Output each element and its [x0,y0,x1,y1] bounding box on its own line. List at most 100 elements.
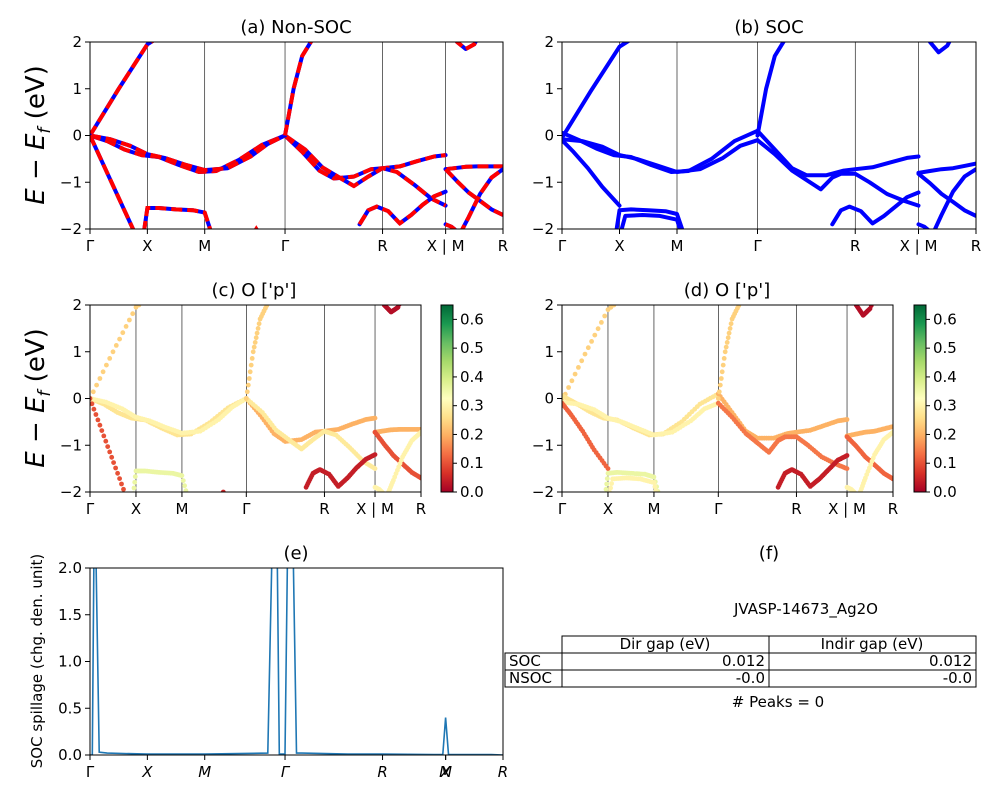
band-point [131,485,137,491]
band-point [655,277,660,282]
band-point [717,382,723,388]
y-tick-label: 1 [72,80,82,98]
band-point [874,290,879,295]
y-tick-label: −1 [532,173,554,191]
band-point [220,489,226,492]
band-point [372,415,378,421]
band-point [182,483,188,489]
band-point [90,401,95,407]
band-point [251,344,257,350]
band-point [844,453,850,458]
band-point [663,275,668,280]
band-point [178,279,183,284]
band-point [382,492,387,497]
panel-e: (e) SOC spillage (chg. den. unit) 2.0 1.5… [28,543,508,781]
band-point [145,296,150,301]
band-point [605,466,611,471]
plot-area [90,42,503,229]
x-tick-label: R [377,237,387,255]
band-point [398,299,403,304]
band-point [185,493,190,498]
band-point [718,376,724,381]
band-point [224,495,229,500]
band-point [661,508,666,513]
x-tick-label: Γ [86,763,95,781]
y-tick-label: −2 [532,220,554,238]
ylabel-sub: f [35,388,55,397]
table-cell-value: 0.012 [722,652,765,670]
band-point [120,330,126,336]
band-point [100,369,106,375]
colorbar-tick-label: 0.0 [933,483,957,501]
x-tick-label: Γ [558,237,567,255]
y-tick-label: 2 [544,296,554,314]
band-point [180,478,186,483]
band-line-dashed [90,134,136,229]
band-point [876,287,881,292]
x-tick-label: Γ [86,237,95,255]
svg-text:E − Ef (eV): E − Ef (eV) [21,328,55,468]
peaks-count: # Peaks = 0 [732,693,824,711]
y-tick-label: 1 [544,343,554,361]
ylabel-unit: (eV) [21,65,51,127]
band-line-dashed [283,134,446,181]
x-tick-label: X [141,763,153,781]
band-point [623,293,628,298]
band-point [626,291,631,296]
band-point [569,378,575,384]
x-tick-label: X | M [900,237,938,255]
panel-a-title: (a) Non-SOC [240,17,351,38]
band-point [566,385,571,390]
band-point [579,358,585,364]
band-line-dashed [444,167,503,217]
table-header-indir: Indir gap (eV) [821,635,924,653]
band-line-dashed [142,206,213,229]
band-line [614,207,685,229]
band-point [617,298,622,303]
y-tick-label: 2 [72,296,82,314]
band-point [183,277,188,282]
band-point [868,305,874,308]
band-point [629,289,634,294]
band-point [169,282,174,287]
table-row-label: SOC [509,652,541,670]
band-point [400,296,405,301]
band-point [726,330,732,336]
band-point [724,340,730,345]
y-tick-label: −2 [532,483,554,501]
band-point [130,311,136,317]
colorbar-tick-label: 0.1 [460,454,484,472]
colorbar-tick-label: 0.2 [460,425,484,443]
x-tick-label: M [198,237,211,255]
band-point [225,498,230,503]
band-point [890,429,893,435]
x-tick-label: Γ [558,500,567,518]
x-tick-label: Γ [281,763,291,781]
panel-e-ylabel-wrap: SOC spillage (chg. den. unit) [28,554,46,769]
band-point [653,488,659,492]
band-point [180,278,185,283]
band-line [916,167,976,229]
band-point [844,466,850,471]
band-point [397,305,402,307]
band-line [830,190,921,227]
band-point [105,444,111,449]
x-tick-label: R [498,237,508,255]
band-point [372,452,378,457]
band-point [719,369,725,375]
y-tick-label: 1 [544,80,554,98]
colorbar-tick-label: 0.2 [933,425,957,443]
material-name: JVASP-14673_Ag2O [733,600,878,619]
band-point [117,476,122,481]
band-point [602,313,608,319]
panel-c-plot: 210−1−2Γ X M Γ R X | M R0.60.50.40.30.20.10.0 [60,277,484,518]
band-point [604,481,610,487]
band-point [216,500,221,505]
band-point [136,305,142,308]
band-point [386,491,389,492]
band-point [245,382,251,388]
band-point [644,281,649,286]
band-point [172,281,177,286]
x-tick-label: R [791,500,801,518]
band-point [115,470,120,476]
